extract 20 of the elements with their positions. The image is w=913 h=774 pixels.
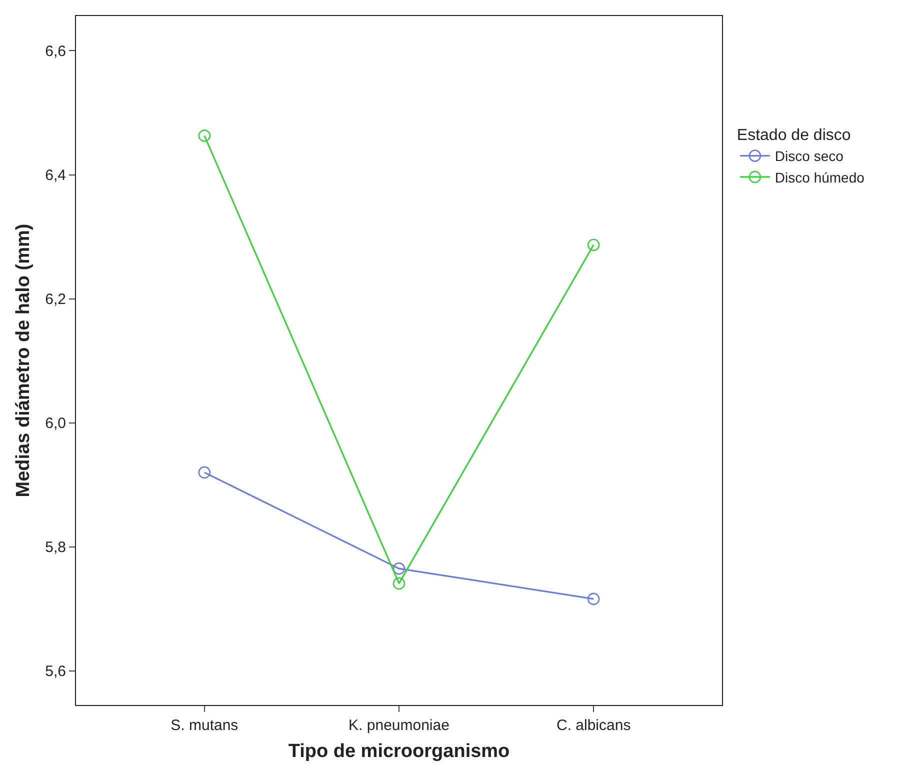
point	[392, 577, 406, 590]
x-tick-label: S. mutans	[170, 717, 238, 734]
y-tick-label: 6,6	[45, 42, 66, 60]
y-tick-label: 5,6	[45, 663, 66, 680]
legend-label: Disco húmedo	[774, 169, 865, 186]
y-tick-label: 6,0	[45, 415, 66, 432]
point	[587, 592, 600, 606]
y-tick-label: 6,4	[45, 167, 66, 184]
y-axis-title: Medias diámetro de halo (mm)	[12, 224, 34, 498]
point	[198, 466, 211, 479]
x-tick-label: C. albicans	[556, 717, 631, 734]
legend-label: Disco seco	[774, 148, 844, 164]
x-tick-label: K. pneumoniae	[348, 717, 450, 734]
point	[198, 130, 211, 142]
point	[587, 238, 600, 251]
legend-title: Estado de disco	[736, 127, 851, 144]
point	[392, 562, 406, 575]
y-tick-label: 5,8	[45, 539, 66, 556]
y-tick-label: 6,2	[45, 291, 66, 308]
x-axis-title: Tipo de microorganismo	[288, 740, 510, 762]
